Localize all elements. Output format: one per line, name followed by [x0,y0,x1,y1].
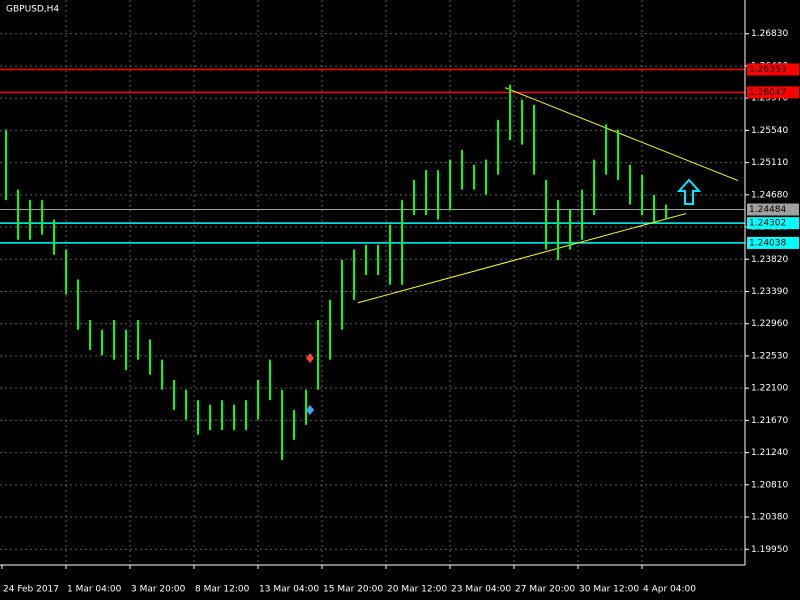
buy-marker [306,405,314,415]
y-tick-label: 1.21670 [751,416,788,426]
y-tick-label: 1.25110 [751,158,788,168]
up-arrow [676,178,702,205]
trendline [357,213,687,304]
x-tick-label: 23 Mar 04:00 [451,585,511,595]
level-label-bg [747,217,799,230]
level-label-bg [747,236,799,249]
x-tick-label: 30 Mar 12:00 [579,585,639,595]
y-tick-label: 1.19950 [751,545,788,555]
chart-title: GBPUSD,H4 [6,5,59,15]
y-tick-label: 1.21240 [751,448,788,458]
y-tick-label: 1.22530 [751,351,788,361]
y-tick-label: 1.20810 [751,480,788,490]
level-label: 1.24484 [749,205,786,215]
y-tick-label: 1.25970 [751,94,788,104]
x-tick-label: 27 Mar 20:00 [515,585,575,595]
x-tick-label: 1 Mar 04:00 [67,585,122,595]
level-label-bg [747,86,799,99]
lines [0,68,745,304]
level-label: 1.24302 [749,219,786,229]
x-tick-label: 3 Mar 20:00 [131,585,186,595]
y-tick-label: 1.23820 [751,255,788,265]
y-tick-label: 1.26830 [751,29,788,39]
x-tick-label: 13 Mar 04:00 [259,585,319,595]
trendline [504,87,739,182]
y-tick-label: 1.23390 [751,287,788,297]
y-tick-label: 1.24680 [751,190,788,200]
level-label: 1.26353 [749,65,786,75]
y-tick-label: 1.22100 [751,384,788,394]
level-label: 1.24038 [749,238,786,248]
x-tick-label: 15 Mar 20:00 [323,585,383,595]
x-tick-label: 24 Feb 2017 [3,585,59,595]
y-tick-label: 1.22960 [751,319,788,329]
x-tick-label: 8 Mar 12:00 [195,585,250,595]
x-tick-label: 4 Apr 04:00 [643,585,696,595]
y-tick-label: 1.25540 [751,126,788,136]
level-label-bg [747,63,799,76]
sell-marker [306,353,314,363]
x-tick-label: 20 Mar 12:00 [387,585,447,595]
grid [0,0,745,565]
bars [5,84,667,461]
y-tick-label: 1.20380 [751,513,788,523]
level-label: 1.26047 [749,88,786,98]
level-label-bg [747,203,799,216]
